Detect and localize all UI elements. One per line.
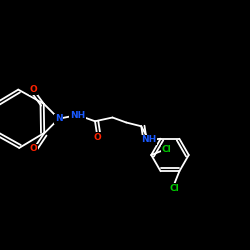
Text: Cl: Cl [170, 184, 179, 193]
Text: O: O [140, 138, 147, 147]
Text: NH: NH [70, 110, 85, 120]
Text: N: N [55, 114, 62, 123]
Text: O: O [30, 86, 38, 94]
Text: O: O [30, 144, 38, 153]
Text: NH: NH [141, 136, 156, 144]
Text: O: O [94, 133, 102, 142]
Text: Cl: Cl [162, 146, 172, 154]
